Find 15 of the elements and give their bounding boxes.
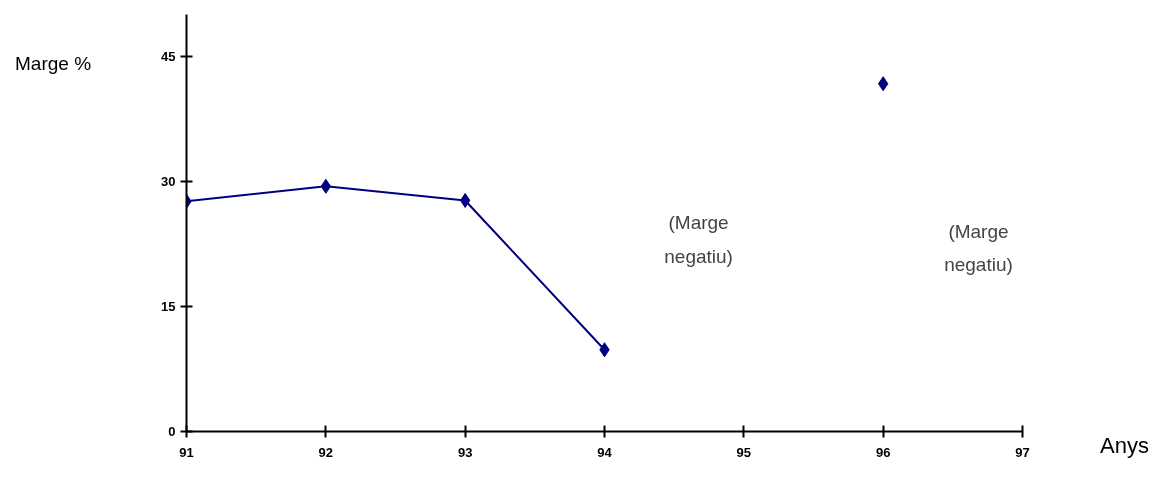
annotation: (Marge negatiu)	[944, 220, 1013, 276]
x-tick-label: 95	[736, 444, 752, 460]
x-tick-label: 93	[457, 444, 473, 460]
x-tick-label: 92	[318, 444, 334, 460]
x-tick-label: 96	[875, 444, 891, 460]
x-axis-title: Anys	[1100, 432, 1149, 460]
y-tick-label: 45	[161, 48, 176, 64]
x-tick-label: 97	[1015, 444, 1030, 460]
y-axis-title: Marge %	[15, 52, 92, 76]
x-tick-label: 91	[179, 444, 194, 460]
y-tick-label: 30	[161, 173, 176, 189]
y-tick-label: 0	[168, 424, 176, 439]
y-tick-label: 15	[161, 298, 176, 314]
x-tick-label: 94	[597, 444, 613, 460]
annotation: (Marge negatiu)	[664, 212, 733, 267]
